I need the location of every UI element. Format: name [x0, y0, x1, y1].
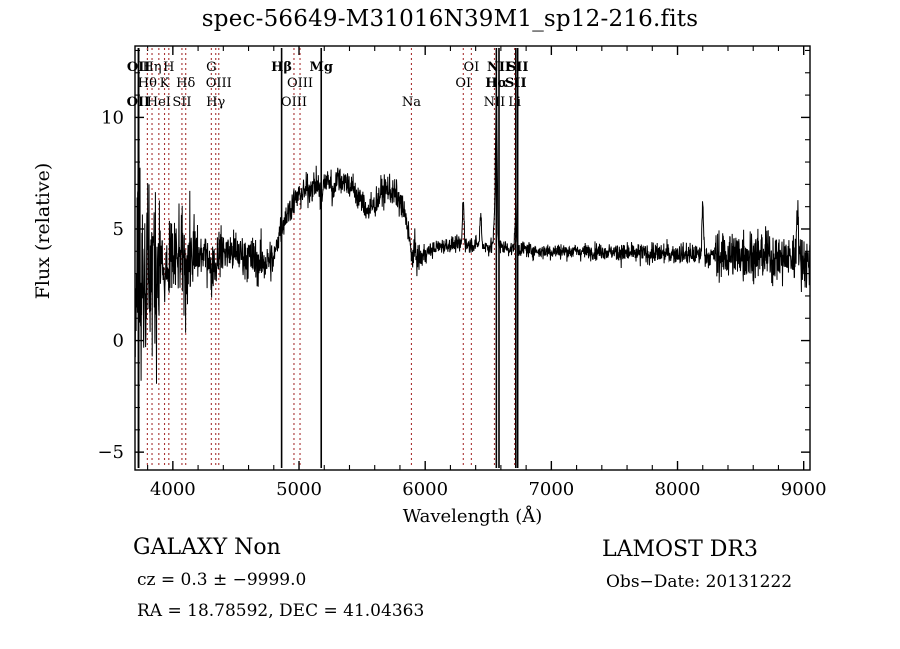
survey-text: LAMOST DR3 [602, 537, 758, 562]
line-label-G-11: G [206, 60, 217, 75]
x-tick-label: 5000 [276, 479, 322, 500]
x-tick-label: 8000 [655, 479, 701, 500]
line-label-OI-20: OI [463, 60, 480, 75]
redshift-text: cz = 0.3 ± −9999.0 [137, 570, 307, 590]
y-tick-label: 10 [101, 107, 124, 128]
line-label-Na-18: Na [401, 95, 421, 110]
x-tick-label: 7000 [528, 479, 574, 500]
line-label-H-4: Hθ [137, 76, 157, 91]
y-tick-label: −5 [97, 442, 124, 463]
line-label-H-22: Hα [485, 76, 508, 91]
line-label-K-7: K [159, 76, 170, 91]
line-label-OI-19: OI [455, 76, 472, 91]
x-tick-label: 9000 [781, 479, 827, 500]
line-label-Mg-17: Mg [309, 60, 333, 75]
line-label-OII-3: OII [126, 60, 151, 75]
line-label-OIII-16: OIII [286, 76, 314, 91]
line-label-NII-23: NII [486, 60, 512, 75]
line-label-OIII-13: OIII [205, 76, 232, 91]
obs-date-text: Obs−Date: 20131222 [606, 572, 793, 592]
y-tick-label: 5 [113, 219, 124, 240]
object-class-text: GALAXY Non [133, 535, 281, 560]
page-title: spec-56649-M31016N39M1_sp12-216.fits [201, 6, 699, 32]
spectrum-trace [135, 70, 810, 384]
line-label-H-12: Hγ [206, 95, 226, 110]
line-label-H-10: Hδ [176, 76, 196, 91]
line-label-HeI-6: HeI [146, 95, 171, 110]
line-label-H-8: H [163, 60, 175, 75]
line-label-SII-25: SII [506, 60, 529, 75]
line-label-Li-26: Li [508, 95, 522, 110]
x-axis-label: Wavelength (Å) [402, 506, 543, 527]
line-label-OII-2: OII [126, 95, 151, 110]
coordinates-text: RA = 18.78592, DEC = 41.04363 [137, 601, 425, 621]
x-tick-label: 6000 [402, 479, 448, 500]
y-tick-label: 0 [113, 331, 124, 352]
line-label-SII-9: SII [172, 95, 192, 110]
line-label-H-14: Hβ [271, 60, 293, 75]
line-label-NII-21: NII [483, 95, 506, 110]
line-label-H-5: Hη [142, 60, 162, 75]
line-label-OIII-15: OIII [280, 95, 308, 110]
line-label-SII-24: SII [504, 76, 527, 91]
x-tick-label: 4000 [150, 479, 196, 500]
